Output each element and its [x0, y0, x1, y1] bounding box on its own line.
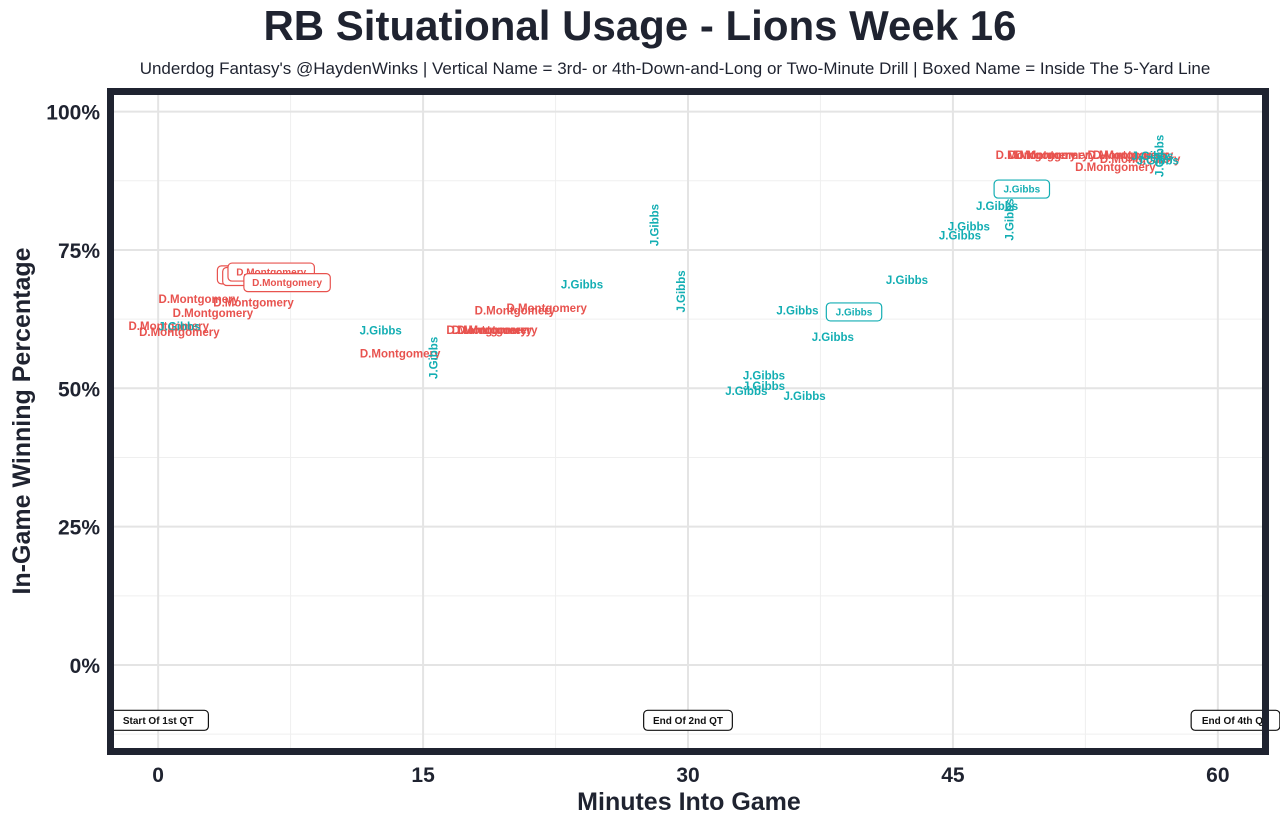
point-label: J.Gibbs: [812, 332, 854, 344]
y-tick-label: 25%: [58, 517, 100, 540]
x-tick-label: 0: [152, 764, 164, 787]
point-label: J.Gibbs: [743, 381, 785, 393]
y-tick-label: 50%: [58, 378, 100, 401]
y-tick-label: 0%: [70, 655, 101, 678]
quarter-marker: Start Of 1st QT: [107, 709, 210, 731]
point-label-text: D.Montgomery: [252, 278, 322, 289]
chart-title: RB Situational Usage - Lions Week 16: [263, 2, 1017, 49]
point-label: J.Gibbs: [886, 275, 928, 287]
point-label: D.Montgomery: [1100, 154, 1181, 166]
point-label: D.Montgomery: [457, 325, 538, 337]
point-label: D.Montgomery: [506, 303, 587, 315]
point-label: J.Gibbs: [158, 321, 200, 333]
label-box: [993, 179, 1051, 199]
point-label: D.Montgomery: [159, 294, 240, 306]
point-label: D.Montgomery: [1088, 150, 1169, 162]
quarter-markers: Start Of 1st QT End Of 2nd QT End Of 4th Q…: [107, 709, 1280, 731]
point-label: D.Montgomery: [1093, 150, 1174, 162]
point-label-boxed: J.Gibbs: [825, 302, 883, 322]
point-label: J.Gibbs: [776, 305, 818, 317]
quarter-marker-box: [643, 709, 733, 731]
point-label: J.Gibbs: [360, 326, 402, 338]
point-label-vertical: J.Gibbs: [1004, 198, 1016, 240]
point-label: D.Montgomery: [360, 348, 441, 360]
point-label: D.Montgomery: [452, 325, 533, 337]
point-label: D.Montgomery: [213, 298, 294, 310]
y-axis-label: In-Game Winning Percentage: [8, 247, 36, 594]
point-label-boxed: D.Montgomery: [243, 272, 331, 293]
point-label: J.Gibbs: [783, 391, 825, 403]
point-label: D.Montgomery: [446, 325, 527, 337]
point-label: D.Montgomery: [1008, 150, 1089, 162]
quarter-marker-label: End Of 4th QT: [1202, 716, 1269, 727]
point-label: J.Gibbs: [976, 201, 1018, 213]
point-label: D.Montgomery: [1015, 150, 1096, 162]
point-label: D.Montgomery: [1075, 162, 1156, 174]
point-label: D.Montgomery: [173, 308, 254, 320]
y-axis-ticks: 0% 25% 50% 75% 100%: [46, 102, 100, 678]
point-label-boxed: J.Gibbs: [993, 179, 1051, 199]
point-label: J.Gibbs: [561, 279, 603, 291]
panel-border: [107, 88, 1269, 755]
point-label: D.Montgomery: [139, 327, 220, 339]
y-tick-label: 100%: [46, 102, 100, 125]
grid-lines: [114, 95, 1262, 748]
point-label: J.Gibbs: [939, 231, 981, 243]
point-label-text: J.Gibbs: [836, 307, 873, 318]
point-label: J.Gibbs: [743, 371, 785, 383]
x-tick-label: 60: [1206, 764, 1229, 787]
chart-subtitle: Underdog Fantasy's @HaydenWinks | Vertic…: [139, 59, 1211, 78]
label-box: [825, 302, 883, 322]
point-label: D.Montgomery: [129, 321, 210, 333]
point-label-vertical: J.Gibbs: [676, 270, 688, 312]
quarter-marker-label: End Of 2nd QT: [653, 716, 723, 727]
point-label-vertical: J.Gibbs: [1155, 135, 1167, 177]
quarter-marker: End Of 2nd QT: [643, 709, 733, 731]
y-tick-label: 75%: [58, 240, 100, 263]
data-points: D.MontgomeryD.MontgomeryD.MontgomeryD.Mo…: [129, 135, 1181, 403]
point-label-text: J.Gibbs: [1003, 185, 1040, 196]
point-label: D.Montgomery: [475, 305, 556, 317]
point-label: J.Gibbs: [1137, 155, 1179, 167]
x-tick-label: 15: [411, 764, 435, 787]
x-tick-label: 30: [676, 764, 699, 787]
x-axis-label: Minutes Into Game: [577, 788, 801, 816]
point-label: D.Montgomery: [996, 150, 1077, 162]
point-label-vertical: J.Gibbs: [649, 204, 661, 246]
x-axis-ticks: 0 15 30 45 60: [152, 764, 1229, 787]
quarter-marker-label: Start Of 1st QT: [123, 716, 194, 727]
point-label: J.Gibbs: [725, 386, 767, 398]
x-tick-label: 45: [941, 764, 965, 787]
point-label-vertical: J.Gibbs: [429, 337, 441, 379]
label-box: [243, 272, 331, 293]
point-label: J.Gibbs: [948, 222, 990, 234]
point-label: J.Gibbs: [1131, 151, 1173, 163]
